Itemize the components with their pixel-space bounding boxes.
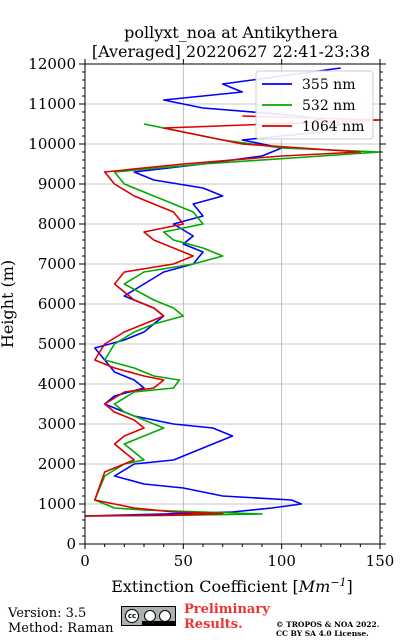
preliminary-line-1: Preliminary [184, 602, 270, 617]
cc-by-sa-badge-icon: cc [121, 606, 176, 626]
y-tick-label: 12000 [28, 55, 76, 73]
legend-entry-label: 355 nm [302, 77, 355, 93]
x-tick-label: 150 [366, 552, 395, 570]
series-line-2 [84, 123, 381, 517]
y-axis-label: Height (m) [0, 260, 17, 348]
x-tick-label: 100 [267, 552, 296, 570]
extinction-profile-chart: pollyxt_noa at Antikythera [Averaged] 20… [0, 23, 394, 596]
chart-subtitle: [Averaged] 20220627 22:41-23:38 [92, 42, 370, 61]
legend-entry-label: 532 nm [302, 98, 355, 114]
copyright-line-1: © TROPOS & NOA 2022. [276, 620, 380, 629]
y-tick-label: 1000 [38, 495, 76, 513]
series-layer [84, 67, 381, 517]
cc-icon: cc [125, 609, 139, 623]
y-tick-label: 6000 [38, 295, 76, 313]
y-tick-label: 9000 [38, 175, 76, 193]
copyright-line-2: CC BY SA 4.0 License. [276, 629, 369, 638]
y-tick-label: 7000 [38, 255, 76, 273]
legend: 355 nm 532 nm 1064 nm [255, 70, 374, 140]
y-tick-label: 4000 [38, 375, 76, 393]
x-axis-label: Extinction Coefficient [Mm−1] [111, 576, 353, 596]
chart-title: pollyxt_noa at Antikythera [124, 23, 338, 42]
x-tick-label: 50 [174, 552, 193, 570]
y-tick-label: 11000 [28, 95, 76, 113]
y-tick-label: 0 [66, 535, 76, 553]
y-tick-label: 2000 [38, 455, 76, 473]
preliminary-notice: Preliminary Results. [184, 602, 270, 632]
y-tick-label: 8000 [38, 215, 76, 233]
y-tick-label: 10000 [28, 135, 76, 153]
legend-entry-label: 1064 nm [302, 119, 364, 135]
preliminary-line-2: Results. [184, 617, 243, 632]
legend-box [255, 70, 374, 140]
x-tick-label: 0 [80, 552, 90, 570]
method-text: Method: Raman [8, 621, 114, 636]
y-tick-label: 5000 [38, 335, 76, 353]
copyright-notice: © TROPOS & NOA 2022. CC BY SA 4.0 Licens… [276, 620, 379, 638]
y-tick-label: 3000 [38, 415, 76, 433]
license-strip [142, 621, 175, 625]
axis-ticks: 0 50 100 150 0 1000 2000 3000 4000 5000 6000 7000 80… [28, 55, 394, 570]
version-text: Version: 3.5 [8, 606, 87, 621]
series-line-3 [84, 115, 381, 517]
